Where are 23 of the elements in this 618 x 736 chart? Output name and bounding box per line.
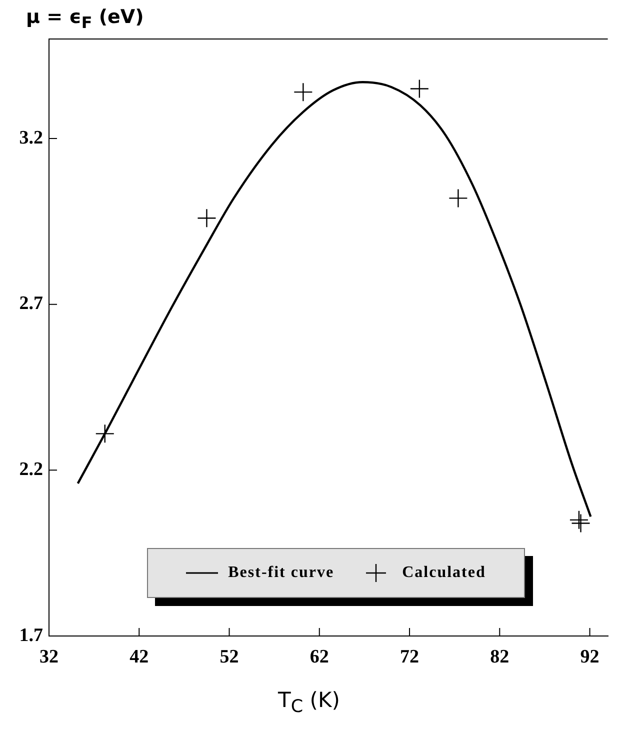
point xyxy=(197,208,216,228)
y-tick-label: 3.2 xyxy=(19,127,43,148)
y-axis-title: μ = ϵ$_{F}$ (eV) xyxy=(26,6,144,32)
x-tick-label: 52 xyxy=(220,646,239,668)
x-axis-title: T$_{C}$ (K) xyxy=(277,688,341,718)
y-tick-label: 1.7 xyxy=(19,624,44,646)
x-tick-label: 42 xyxy=(130,646,149,668)
x-tick-label: 32 xyxy=(40,646,58,668)
point xyxy=(571,514,590,533)
legend-label: Best-fit curve xyxy=(228,564,334,582)
point xyxy=(95,424,114,444)
legend-label: Calculated xyxy=(402,564,486,582)
point xyxy=(410,79,430,98)
x-tick-label: 62 xyxy=(310,646,329,668)
x-tick-label: 92 xyxy=(580,646,600,668)
y-tick-label: 2.2 xyxy=(19,459,43,480)
point xyxy=(569,510,589,530)
x-tick-label: 72 xyxy=(400,646,420,668)
y-tick-label: 2.7 xyxy=(19,293,44,314)
line-series xyxy=(76,81,592,518)
point xyxy=(294,82,313,102)
point xyxy=(448,188,468,208)
x-tick-label: 82 xyxy=(490,646,510,668)
